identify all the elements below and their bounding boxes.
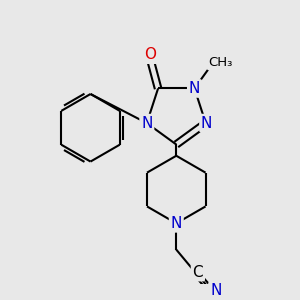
Text: CH₃: CH₃	[208, 56, 233, 69]
Text: N: N	[141, 116, 152, 130]
Text: N: N	[210, 284, 221, 298]
Text: N: N	[171, 216, 182, 231]
Text: N: N	[189, 81, 200, 96]
Text: C: C	[193, 265, 203, 280]
Text: N: N	[201, 116, 212, 130]
Text: O: O	[144, 47, 156, 62]
